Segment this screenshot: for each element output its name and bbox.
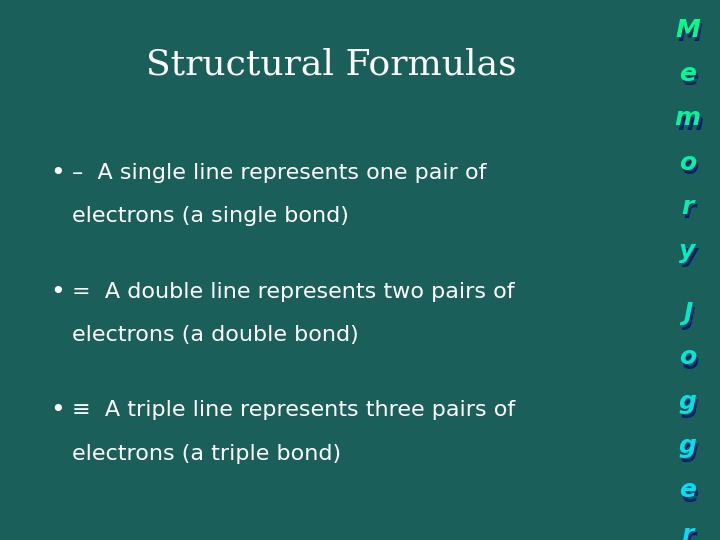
Text: g: g: [679, 434, 696, 458]
Text: •: •: [50, 161, 65, 185]
Text: electrons (a single bond): electrons (a single bond): [72, 206, 349, 226]
Text: Structural Formulas: Structural Formulas: [146, 48, 516, 82]
Text: e: e: [679, 62, 696, 86]
Text: •: •: [50, 280, 65, 303]
Text: r: r: [683, 527, 696, 540]
Text: m: m: [675, 106, 701, 130]
Text: =  A double line represents two pairs of: = A double line represents two pairs of: [72, 281, 515, 302]
Text: M: M: [678, 22, 702, 46]
Text: J: J: [685, 306, 694, 329]
Text: electrons (a triple bond): electrons (a triple bond): [72, 443, 341, 464]
Text: o: o: [681, 350, 698, 374]
Text: ≡  A triple line represents three pairs of: ≡ A triple line represents three pairs o…: [72, 400, 516, 421]
Text: o: o: [679, 346, 696, 369]
Text: r: r: [681, 195, 694, 219]
Text: M: M: [675, 18, 700, 42]
Text: –  A single line represents one pair of: – A single line represents one pair of: [72, 163, 487, 183]
Text: r: r: [683, 199, 696, 223]
Text: o: o: [681, 155, 698, 179]
Text: electrons (a double bond): electrons (a double bond): [72, 325, 359, 345]
Text: y: y: [680, 239, 696, 263]
Text: J: J: [683, 301, 692, 325]
Text: e: e: [679, 478, 696, 502]
Text: r: r: [681, 523, 694, 540]
Text: e: e: [681, 483, 698, 507]
Text: g: g: [681, 438, 698, 462]
Text: o: o: [679, 151, 696, 174]
Text: •: •: [50, 399, 65, 422]
Text: m: m: [677, 111, 703, 134]
Text: y: y: [682, 244, 698, 267]
Text: g: g: [681, 394, 698, 418]
Text: e: e: [681, 66, 698, 90]
Text: g: g: [679, 390, 696, 414]
